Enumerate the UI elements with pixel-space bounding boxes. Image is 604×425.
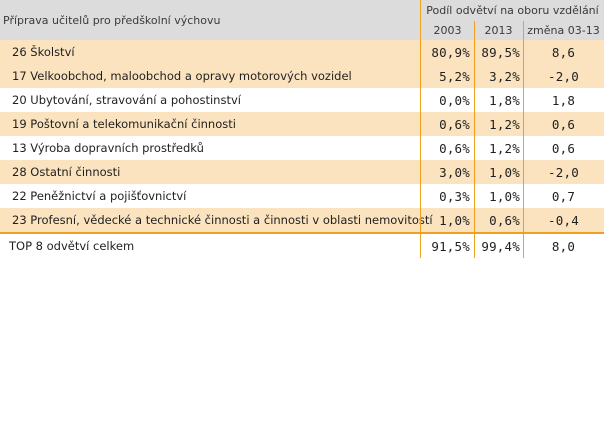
industry-name: 19 Poštovní a telekomunikační činnosti (12, 117, 236, 131)
value-2013: 1,2% (489, 116, 520, 132)
value-2003: 5,2% (439, 68, 470, 84)
total-row: TOP 8 odvětví celkem 91,5% 99,4% 8,0 (0, 232, 604, 258)
value-2003: 0,3% (439, 188, 470, 204)
value-change: -2,0 (548, 68, 579, 84)
value-2003: 0,0% (439, 92, 470, 108)
col-2013-header: 2013 (484, 24, 513, 37)
col-2003-header: 2003 (433, 24, 462, 37)
table-row: 17 Velkoobchod, maloobchod a opravy moto… (0, 64, 604, 88)
value-change: -0,4 (548, 212, 579, 228)
value-2013: 89,5% (481, 44, 520, 60)
total-label: TOP 8 odvětví celkem (9, 239, 135, 253)
value-2003: 80,9% (431, 44, 470, 60)
table-row: 20 Ubytování, stravování a pohostinství … (0, 88, 604, 112)
data-table: Příprava učitelů pro předškolní výchovu … (0, 0, 604, 258)
table-row: 26 Školství 80,9% 89,5% 8,6 (0, 40, 604, 64)
industry-name: 20 Ubytování, stravování a pohostinství (12, 93, 241, 107)
total-2003: 91,5% (431, 238, 470, 254)
table-row: 19 Poštovní a telekomunikační činnosti 0… (0, 112, 604, 136)
column-divider (523, 21, 524, 258)
value-2003: 0,6% (439, 140, 470, 156)
value-2013: 0,6% (489, 212, 520, 228)
value-change: -2,0 (548, 164, 579, 180)
industry-name: 17 Velkoobchod, maloobchod a opravy moto… (12, 69, 352, 83)
industry-name: 28 Ostatní činnosti (12, 165, 121, 179)
total-2013: 99,4% (481, 238, 520, 254)
table-row: 13 Výroba dopravních prostředků 0,6% 1,2… (0, 136, 604, 160)
value-2013: 1,8% (489, 92, 520, 108)
value-change: 1,8 (551, 92, 576, 108)
column-divider (420, 0, 421, 258)
industry-name: 23 Profesní, vědecké a technické činnost… (12, 213, 433, 227)
column-group-header: Podíl odvětví na oboru vzdělání 2003 201… (421, 0, 604, 40)
table-row: 22 Peněžnictví a pojišťovnictví 0,3% 1,0… (0, 184, 604, 208)
value-2003: 3,0% (439, 164, 470, 180)
industry-name: 26 Školství (12, 45, 75, 59)
total-change: 8,0 (551, 238, 576, 254)
column-divider (474, 21, 475, 258)
col-change-header: změna 03-13 (527, 24, 600, 37)
value-2013: 1,0% (489, 164, 520, 180)
industry-name: 13 Výroba dopravních prostředků (12, 141, 204, 155)
group-title: Podíl odvětví na oboru vzdělání (426, 4, 599, 17)
value-change: 0,6 (551, 140, 576, 156)
value-change: 8,6 (551, 44, 576, 60)
value-2013: 1,0% (489, 188, 520, 204)
value-2013: 3,2% (489, 68, 520, 84)
table-body: 26 Školství 80,9% 89,5% 8,6 17 Velkoobch… (0, 40, 604, 258)
table-header: Příprava učitelů pro předškolní výchovu … (0, 0, 604, 40)
row-header-title: Příprava učitelů pro předškolní výchovu (0, 0, 421, 40)
value-2003: 0,6% (439, 116, 470, 132)
table-row: 28 Ostatní činnosti 3,0% 1,0% -2,0 (0, 160, 604, 184)
value-change: 0,6 (551, 116, 576, 132)
value-2013: 1,2% (489, 140, 520, 156)
table-row: 23 Profesní, vědecké a technické činnost… (0, 208, 604, 232)
industry-name: 22 Peněžnictví a pojišťovnictví (12, 189, 187, 203)
value-2003: 1,0% (439, 212, 470, 228)
value-change: 0,7 (551, 188, 576, 204)
